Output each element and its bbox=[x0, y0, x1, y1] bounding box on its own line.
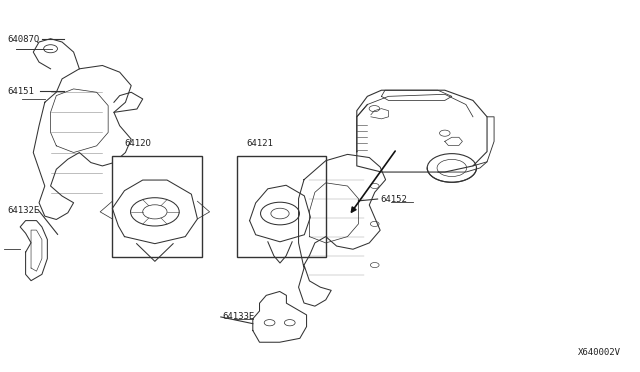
Text: 64087Q: 64087Q bbox=[8, 35, 40, 44]
Text: 64121: 64121 bbox=[246, 139, 273, 148]
Bar bbox=[112, 156, 202, 257]
Bar bbox=[237, 156, 326, 257]
Text: 64152: 64152 bbox=[381, 195, 408, 203]
Text: 6412O: 6412O bbox=[125, 139, 152, 148]
Text: 64151: 64151 bbox=[8, 87, 35, 96]
Text: X640002V: X640002V bbox=[578, 348, 621, 357]
Text: 64133E: 64133E bbox=[223, 312, 255, 321]
Text: 64132E: 64132E bbox=[8, 206, 40, 215]
